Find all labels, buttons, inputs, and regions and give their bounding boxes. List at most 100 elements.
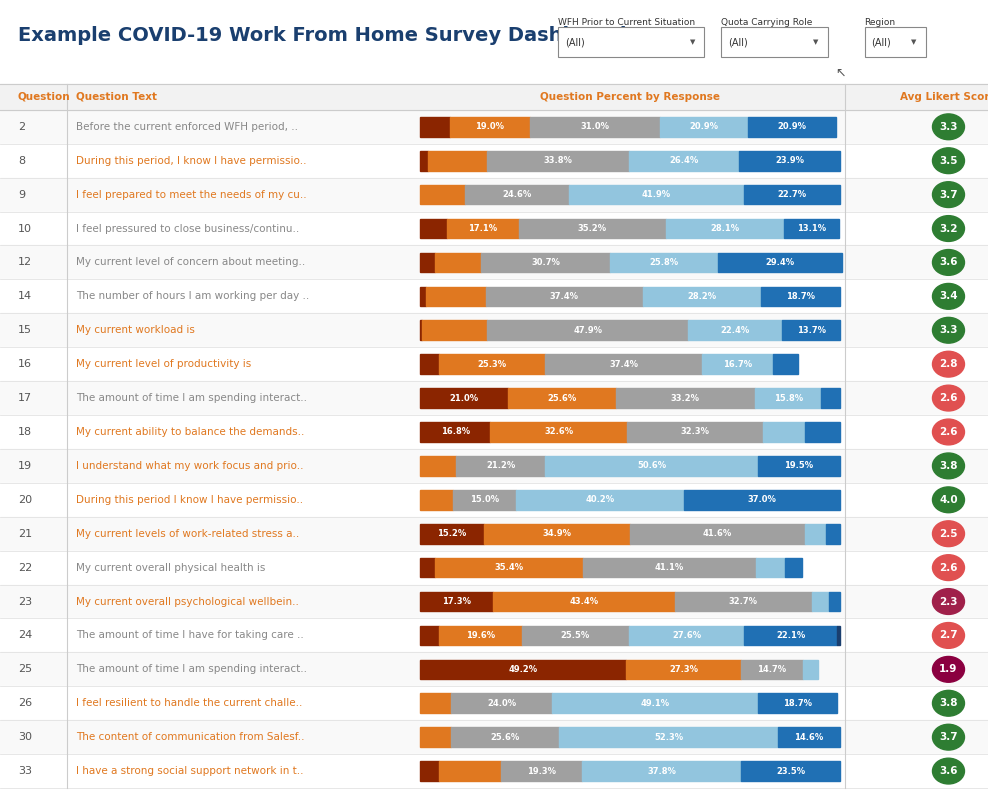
Bar [812, 591, 829, 611]
Text: 26: 26 [18, 698, 32, 708]
Bar [685, 490, 840, 509]
Bar [643, 287, 762, 306]
Text: 19: 19 [18, 461, 32, 471]
Text: Avg Likert Score: Avg Likert Score [900, 92, 988, 102]
Circle shape [933, 622, 964, 648]
Circle shape [933, 589, 964, 615]
Bar [762, 287, 840, 306]
Text: 20.9%: 20.9% [778, 123, 806, 131]
Bar [501, 761, 582, 781]
Text: 18: 18 [18, 427, 32, 437]
Bar [0, 84, 988, 110]
Circle shape [933, 250, 964, 275]
Bar [420, 117, 451, 137]
Bar [758, 456, 840, 476]
Text: Before the current enforced WFH period, ..: Before the current enforced WFH period, … [76, 122, 298, 132]
Circle shape [933, 216, 964, 241]
Bar [628, 151, 739, 170]
Bar [420, 388, 508, 408]
Text: 2: 2 [18, 122, 25, 132]
Text: My current overall physical health is: My current overall physical health is [76, 563, 266, 572]
Text: During this period I know I have permissio..: During this period I know I have permiss… [76, 495, 303, 505]
Text: My current level of productivity is: My current level of productivity is [76, 359, 251, 369]
Text: 23.5%: 23.5% [776, 767, 805, 775]
Text: 28.1%: 28.1% [710, 224, 740, 233]
Text: Example COVID-19 Work From Home Survey Dashboard: Example COVID-19 Work From Home Survey D… [18, 26, 626, 45]
Circle shape [933, 148, 964, 174]
Bar [435, 252, 481, 272]
Text: 49.2%: 49.2% [509, 665, 537, 674]
Bar [782, 321, 840, 340]
Text: 27.6%: 27.6% [672, 631, 701, 640]
Bar [435, 558, 583, 577]
Bar [739, 151, 840, 170]
Text: 12: 12 [18, 257, 32, 267]
Bar [559, 728, 779, 747]
Text: My current workload is: My current workload is [76, 326, 195, 335]
Bar [689, 321, 782, 340]
Bar [0, 618, 988, 653]
Text: 2.6: 2.6 [940, 563, 957, 572]
Bar [439, 761, 501, 781]
Text: (All): (All) [565, 37, 585, 47]
Bar [516, 490, 685, 509]
Text: 34.9%: 34.9% [542, 529, 571, 538]
Text: 15: 15 [18, 326, 32, 335]
Bar [837, 626, 840, 646]
FancyBboxPatch shape [721, 27, 828, 57]
Text: 15.0%: 15.0% [469, 495, 499, 505]
Bar [660, 117, 748, 137]
Bar [420, 151, 429, 170]
Bar [519, 219, 666, 238]
Text: 25.8%: 25.8% [650, 258, 679, 267]
Bar [626, 660, 741, 679]
Circle shape [933, 318, 964, 343]
Text: 43.4%: 43.4% [569, 597, 598, 606]
Text: 3.6: 3.6 [940, 766, 957, 776]
Bar [628, 626, 745, 646]
Text: 3.7: 3.7 [940, 189, 957, 200]
Circle shape [933, 724, 964, 750]
Text: Question Text: Question Text [76, 92, 157, 102]
Bar [0, 110, 988, 144]
Bar [785, 558, 802, 577]
Text: 15.8%: 15.8% [774, 393, 802, 403]
Circle shape [933, 690, 964, 716]
Text: 33.2%: 33.2% [671, 393, 700, 403]
Text: The number of hours I am working per day ..: The number of hours I am working per day… [76, 291, 309, 302]
Text: 19.6%: 19.6% [465, 631, 495, 640]
Text: 29.4%: 29.4% [766, 258, 794, 267]
Bar [487, 151, 628, 170]
Bar [420, 626, 440, 646]
Bar [0, 279, 988, 314]
Bar [630, 524, 805, 544]
Bar [627, 422, 763, 442]
Text: Region: Region [864, 18, 896, 26]
Bar [420, 252, 435, 272]
Text: 37.4%: 37.4% [610, 360, 638, 369]
Text: ▼: ▼ [911, 39, 917, 45]
Text: The amount of time I am spending interact..: The amount of time I am spending interac… [76, 665, 307, 674]
Bar [456, 456, 545, 476]
Bar [420, 354, 440, 374]
Bar [420, 321, 422, 340]
Bar [0, 314, 988, 347]
Text: 1.9: 1.9 [940, 665, 957, 674]
Text: 13.1%: 13.1% [797, 224, 826, 233]
Text: 32.6%: 32.6% [544, 427, 573, 436]
Text: 21: 21 [18, 529, 32, 539]
Text: 52.3%: 52.3% [654, 732, 684, 742]
Bar [451, 117, 530, 137]
Bar [440, 626, 522, 646]
Text: 37.4%: 37.4% [550, 292, 579, 301]
Text: 37.8%: 37.8% [647, 767, 676, 775]
Bar [453, 490, 516, 509]
Bar [773, 354, 797, 374]
Bar [484, 524, 630, 544]
Bar [821, 388, 840, 408]
Text: 27.3%: 27.3% [669, 665, 699, 674]
Bar [718, 252, 842, 272]
Bar [745, 185, 840, 205]
Bar [545, 354, 702, 374]
Text: 33: 33 [18, 766, 32, 776]
